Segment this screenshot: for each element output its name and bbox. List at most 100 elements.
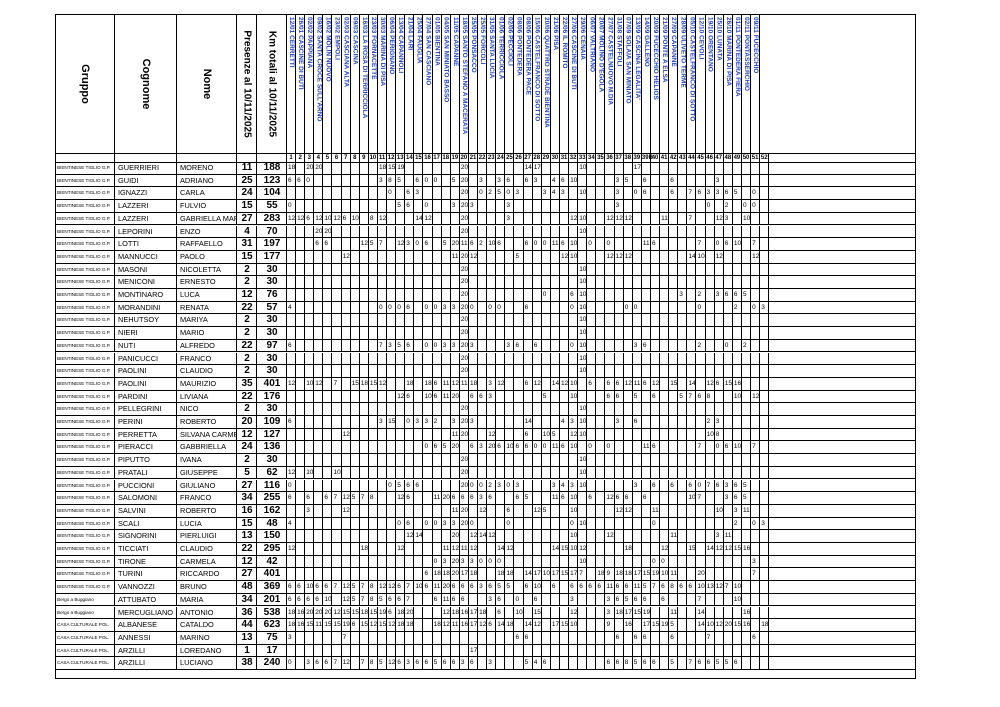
km-cell: 12 bbox=[715, 212, 724, 225]
km-cell bbox=[378, 225, 388, 238]
km-cell: 6 bbox=[651, 479, 661, 492]
km-cell: 20 bbox=[442, 581, 451, 593]
km-cell bbox=[333, 339, 342, 352]
km-cell bbox=[369, 174, 378, 187]
km-cell bbox=[524, 276, 533, 288]
km-cell: 10 bbox=[578, 466, 588, 479]
event-header: 14/09 GALLENO bbox=[642, 15, 651, 153]
km-cell: 6 bbox=[569, 289, 579, 301]
table-row: BIENTINESE TIGLIO G.P. SALOMONI FRANCO 34 25… bbox=[56, 492, 915, 505]
km-cell: 6 bbox=[642, 174, 651, 187]
km-cell: 6 bbox=[624, 581, 633, 593]
km-cell bbox=[533, 428, 542, 441]
row-group: BIENTINESE TIGLIO G.P. bbox=[56, 466, 115, 479]
km-cell bbox=[433, 352, 442, 365]
km-cell: 6 bbox=[296, 593, 306, 606]
table-row: BIENTINESE TIGLIO G.P. PAOLINI MAURIZIO 35 4… bbox=[56, 377, 915, 391]
km-cell: 5 bbox=[524, 657, 533, 669]
km-cell bbox=[560, 390, 570, 403]
km-cell: 0 bbox=[724, 339, 733, 352]
column-number: 4 bbox=[314, 154, 324, 162]
row-km: 127 bbox=[257, 428, 287, 441]
km-cell: 12 bbox=[378, 212, 388, 225]
km-cell bbox=[305, 543, 315, 555]
km-cell bbox=[451, 162, 460, 174]
km-cell bbox=[606, 454, 615, 466]
km-cell: 6 bbox=[660, 593, 670, 606]
km-cell bbox=[442, 276, 451, 288]
km-cell bbox=[405, 327, 415, 339]
km-cell bbox=[333, 327, 342, 339]
km-cell bbox=[515, 225, 524, 238]
km-cell bbox=[678, 555, 688, 568]
km-cell: 12 bbox=[624, 250, 633, 263]
km-cell bbox=[387, 466, 397, 479]
km-cell: 12 bbox=[715, 543, 724, 555]
km-cell bbox=[296, 466, 306, 479]
km-cell: 15 bbox=[342, 606, 351, 619]
km-cell bbox=[333, 530, 342, 542]
km-cell: 11 bbox=[642, 238, 651, 250]
event-label: 13/09 CASCINA LEGALITA' bbox=[633, 17, 641, 100]
km-cell: 14 bbox=[524, 162, 533, 174]
km-cell bbox=[560, 403, 570, 415]
km-cell bbox=[715, 301, 724, 314]
km-cell: 5 bbox=[742, 289, 752, 301]
column-number: 38 bbox=[624, 154, 633, 162]
km-cell bbox=[424, 428, 433, 441]
row-presences: 27 bbox=[237, 479, 257, 492]
km-cell bbox=[669, 301, 679, 314]
km-cell bbox=[624, 339, 633, 352]
km-cell bbox=[469, 289, 479, 301]
column-number: 39 bbox=[633, 154, 642, 162]
km-cell bbox=[651, 416, 661, 428]
km-cell: 3 bbox=[551, 479, 560, 492]
km-cell: 5 bbox=[724, 657, 733, 669]
km-cell: 6 bbox=[496, 593, 506, 606]
km-cell bbox=[669, 276, 679, 288]
km-cell: 10 bbox=[578, 225, 588, 238]
km-cell: 5 bbox=[496, 187, 506, 200]
table-row: BIENTINESE TIGLIO G.P. PARDINI LIVIANA 22 17… bbox=[56, 390, 915, 404]
km-cell bbox=[405, 466, 415, 479]
km-cell bbox=[751, 162, 761, 174]
event-label: 02/06 PECCIOLI bbox=[506, 17, 514, 66]
km-cell bbox=[424, 327, 433, 339]
km-cell bbox=[405, 289, 415, 301]
km-cell bbox=[687, 593, 697, 606]
row-surname: PUCCIONI bbox=[115, 479, 177, 492]
km-cell bbox=[342, 644, 351, 657]
km-cell bbox=[496, 517, 506, 530]
km-cell: 6 bbox=[305, 492, 315, 504]
km-cell bbox=[569, 327, 579, 339]
km-cell: 6 bbox=[569, 581, 579, 593]
table-row: BIENTINESE TIGLIO G.P. SCALI LUCIA 15 48 4 0 6 0… bbox=[56, 517, 915, 531]
km-cell bbox=[706, 593, 715, 606]
km-cell: 6 bbox=[733, 479, 742, 492]
km-cell bbox=[587, 314, 597, 327]
km-cell: 7 bbox=[697, 238, 706, 250]
km-cell bbox=[478, 466, 488, 479]
column-number: 8 bbox=[351, 154, 360, 162]
event-label: 13/04 CAPANNOLI bbox=[397, 17, 405, 74]
km-cell bbox=[369, 403, 378, 415]
km-cell: 3 bbox=[460, 555, 469, 568]
km-cell bbox=[596, 365, 606, 377]
km-cell bbox=[478, 314, 488, 327]
km-cell: 3 bbox=[405, 238, 415, 250]
km-cell bbox=[706, 162, 715, 174]
km-cell bbox=[669, 200, 679, 212]
row-name: PIERLUIGI bbox=[177, 530, 237, 542]
km-cell bbox=[405, 454, 415, 466]
km-cell bbox=[724, 263, 733, 276]
km-cell: 7 bbox=[751, 568, 761, 581]
km-cell: 5 bbox=[442, 441, 451, 454]
km-cell: 6 bbox=[633, 416, 642, 428]
km-cell: 20 bbox=[460, 454, 469, 466]
km-cell: 0 bbox=[405, 416, 415, 428]
km-cell bbox=[369, 339, 378, 352]
km-cell bbox=[378, 390, 388, 403]
km-cell: 5 bbox=[551, 428, 560, 441]
km-cell bbox=[651, 631, 661, 644]
row-presences: 13 bbox=[237, 631, 257, 644]
